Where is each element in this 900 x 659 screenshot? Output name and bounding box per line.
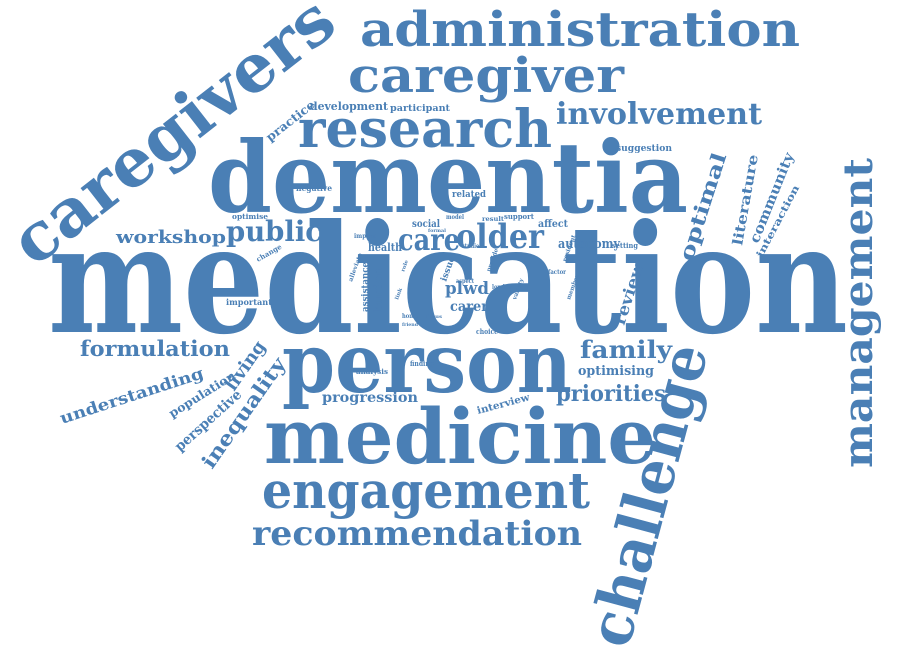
word-setting: setting bbox=[612, 241, 638, 250]
word-medicine: medicine bbox=[264, 392, 656, 481]
word-formulation: formulation bbox=[80, 336, 230, 361]
word-friend: friend bbox=[402, 322, 418, 328]
word-negative: negative bbox=[296, 183, 332, 193]
word-participant: participant bbox=[390, 104, 451, 114]
word-care: care bbox=[398, 223, 460, 258]
word-factor: factor bbox=[548, 269, 567, 276]
word-progression: progression bbox=[322, 390, 418, 406]
word-health: health bbox=[368, 241, 402, 254]
word-person: person bbox=[282, 316, 572, 412]
word-management: management bbox=[835, 157, 882, 468]
word-focus: focus bbox=[426, 314, 442, 320]
word-plwd: plwd bbox=[445, 279, 489, 299]
word-public: public bbox=[226, 215, 322, 248]
word-studies: studies bbox=[462, 243, 483, 250]
word-result: result bbox=[482, 216, 504, 223]
word-medication: medication bbox=[48, 192, 848, 368]
word-administration: administration bbox=[360, 2, 800, 58]
word-formal: formal bbox=[428, 228, 446, 234]
word-recommendation: recommendation bbox=[252, 514, 582, 554]
word-suggestion: suggestion bbox=[616, 144, 672, 154]
word-optimise: optimise bbox=[232, 212, 269, 221]
word-carer: carer bbox=[450, 299, 489, 315]
word-assistance: assistance bbox=[361, 262, 371, 312]
word-understanding: understanding bbox=[57, 363, 206, 427]
word-aspect: aspect bbox=[456, 278, 474, 285]
word-affect: affect bbox=[538, 219, 568, 230]
word-development: development bbox=[310, 100, 389, 113]
word-support: support bbox=[504, 212, 535, 221]
word-older: older bbox=[456, 217, 545, 257]
word-important: important bbox=[226, 297, 272, 307]
word-workshop: workshop bbox=[115, 227, 226, 248]
word-burden: burden bbox=[371, 268, 385, 312]
word-choice: choice bbox=[476, 327, 498, 336]
word-dementia: dementia bbox=[208, 121, 688, 236]
word-finding: finding bbox=[410, 359, 434, 368]
word-london: london bbox=[492, 284, 513, 291]
word-priorities: priorities bbox=[556, 381, 666, 407]
word-autonomy: autonomy bbox=[558, 237, 620, 252]
word-role: role bbox=[400, 259, 410, 272]
word-related: related bbox=[452, 190, 487, 200]
word-caregiver: caregiver bbox=[348, 48, 625, 104]
word-family: family bbox=[580, 335, 673, 364]
word-model: model bbox=[446, 214, 465, 221]
word-home: home bbox=[402, 313, 418, 320]
word-research: research bbox=[298, 99, 552, 160]
word-optimising: optimising bbox=[578, 364, 654, 379]
word-analysis: analysis bbox=[356, 367, 388, 376]
word-impact: impact bbox=[354, 233, 376, 240]
word-social: social bbox=[412, 219, 440, 230]
word-link: link bbox=[394, 287, 404, 301]
word-involvement: involvement bbox=[556, 97, 762, 132]
word-engagement: engagement bbox=[262, 461, 590, 520]
